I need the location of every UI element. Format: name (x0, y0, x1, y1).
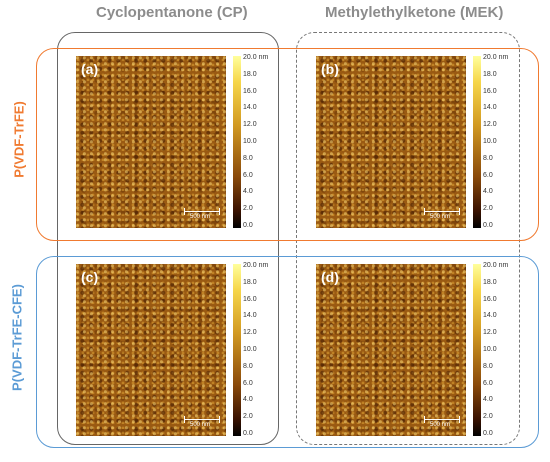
scale-bar (424, 416, 460, 423)
colorbar-tick-label: 10.0 (243, 138, 257, 145)
column-title-mek: Methylethylketone (MEK) (325, 4, 504, 21)
colorbar (233, 264, 241, 436)
colorbar-tick-label: 20.0 nm (483, 54, 509, 61)
colorbar-tick-label: 6.0 (483, 171, 493, 179)
colorbar-tick-label: 8.0 (483, 362, 493, 370)
colorbar-tick-label: 2.0 (243, 413, 253, 421)
column-title-cp: Cyclopentanone (CP) (96, 4, 248, 21)
colorbar-tick-label: 6.0 (483, 379, 493, 387)
vdf-trfe-cfe-row-frame (36, 256, 539, 448)
colorbar-tick-label: 2.0 (483, 413, 493, 421)
colorbar (473, 264, 481, 436)
colorbar-tick-label: 14.0 (483, 312, 497, 320)
colorbar-tick-label: 6.0 (243, 379, 253, 387)
panel-label: (d) (321, 269, 339, 285)
afm-panel-d: (d) 500 nm 20.0 nm 18.0 16.0 14.0 12.0 10.0 8.… (316, 262, 536, 444)
colorbar-tick-label: 16.0 (483, 295, 497, 303)
colorbar-tick-label: 2.0 (243, 205, 253, 213)
afm-image (76, 264, 226, 436)
colorbar-tick-label: 20.0 nm (483, 262, 509, 269)
colorbar-tick-label: 0.0 (483, 430, 493, 437)
colorbar-tick-label: 0.0 (243, 222, 253, 229)
scale-bar (184, 416, 220, 423)
colorbar-tick-label: 16.0 (243, 295, 257, 303)
colorbar-tick-label: 4.0 (243, 396, 253, 404)
afm-image (316, 56, 466, 228)
scale-bar-label: 500 nm (430, 422, 451, 428)
colorbar-tick-label: 14.0 (483, 104, 497, 112)
scale-bar (424, 208, 460, 215)
colorbar-ticks: 20.0 nm 18.0 16.0 14.0 12.0 10.0 8.0 6.0 4.0 2.0 0… (483, 54, 533, 229)
colorbar (233, 56, 241, 228)
scale-bar-label: 500 nm (190, 214, 211, 220)
afm-panel-b: (b) 500 nm 20.0 nm 18.0 16.0 14.0 12.0 10.0 8.… (316, 54, 536, 236)
colorbar-tick-label: 18.0 (243, 278, 257, 286)
vdf-trfe-row-frame (36, 48, 539, 241)
colorbar-ticks: 20.0 nm 18.0 16.0 14.0 12.0 10.0 8.0 6.0 4.0 2.0 0… (483, 262, 533, 437)
colorbar-tick-label: 20.0 nm (243, 54, 269, 61)
colorbar-tick-label: 12.0 (243, 121, 257, 129)
row-title-vdf-trfe-cfe: P(VDF-TrFE-CFE) (9, 284, 25, 391)
colorbar-tick-label: 4.0 (483, 188, 493, 196)
colorbar-ticks: 20.0 nm 18.0 16.0 14.0 12.0 10.0 8.0 6.0 4.0 2.0 0… (243, 54, 293, 229)
colorbar-tick-label: 8.0 (243, 362, 253, 370)
colorbar-tick-label: 16.0 (483, 87, 497, 95)
colorbar-tick-label: 10.0 (483, 346, 497, 353)
row-title-vdf-trfe: P(VDF-TrFE) (11, 101, 27, 178)
colorbar-tick-label: 16.0 (243, 87, 257, 95)
colorbar-ticks: 20.0 nm 18.0 16.0 14.0 12.0 10.0 8.0 6.0 4.0 2.0 0… (243, 262, 293, 437)
colorbar-tick-label: 4.0 (483, 396, 493, 404)
colorbar-tick-label: 10.0 (243, 346, 257, 353)
colorbar-tick-label: 12.0 (483, 121, 497, 129)
colorbar-tick-label: 8.0 (483, 154, 493, 162)
colorbar-tick-label: 0.0 (483, 222, 493, 229)
colorbar-tick-label: 14.0 (243, 104, 257, 112)
colorbar-tick-label: 20.0 nm (243, 262, 269, 269)
scale-bar (184, 208, 220, 215)
colorbar-tick-label: 12.0 (483, 329, 497, 337)
colorbar-tick-label: 10.0 (483, 138, 497, 145)
colorbar-tick-label: 8.0 (243, 154, 253, 162)
colorbar-tick-label: 6.0 (243, 171, 253, 179)
colorbar-tick-label: 2.0 (483, 205, 493, 213)
panel-label: (c) (81, 269, 99, 285)
afm-image (316, 264, 466, 436)
colorbar-tick-label: 0.0 (243, 430, 253, 437)
mek-column-frame (296, 32, 520, 445)
colorbar-tick-label: 14.0 (243, 312, 257, 320)
afm-panel-c: (c) 500 nm 20.0 nm 18.0 16.0 14.0 12.0 10.0 8.… (76, 262, 296, 444)
colorbar-tick-label: 12.0 (243, 329, 257, 337)
afm-image (76, 56, 226, 228)
panel-label: (a) (81, 61, 99, 77)
colorbar (473, 56, 481, 228)
cp-column-frame (57, 32, 279, 445)
colorbar-tick-label: 18.0 (483, 70, 497, 78)
panel-label: (b) (321, 61, 339, 77)
colorbar-tick-label: 18.0 (243, 70, 257, 78)
afm-panel-a: (a) 500 nm 20.0 nm 18.0 16.0 14.0 12.0 10.0 8.… (76, 54, 296, 236)
colorbar-tick-label: 18.0 (483, 278, 497, 286)
colorbar-tick-label: 4.0 (243, 188, 253, 196)
scale-bar-label: 500 nm (190, 422, 211, 428)
scale-bar-label: 500 nm (430, 214, 451, 220)
